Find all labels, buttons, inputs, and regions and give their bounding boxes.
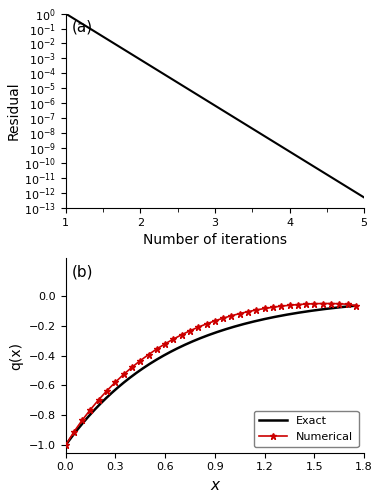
Numerical [71,429,76,435]
Numerical [329,300,333,306]
Exact [354,302,358,308]
Exact [64,441,69,447]
Numerical [88,406,93,412]
Numerical [287,302,292,308]
Numerical [188,328,192,334]
Numerical [212,318,217,324]
Numerical [262,306,267,312]
Numerical [354,302,358,308]
Numerical [246,308,250,314]
Numerical [171,336,176,342]
Numerical [130,364,134,370]
Numerical [146,352,151,358]
Numerical [196,324,201,330]
X-axis label: Number of iterations: Number of iterations [143,233,287,247]
Numerical [296,302,300,308]
Numerical [155,346,159,352]
Exact [326,306,331,312]
Text: (a): (a) [71,20,93,34]
Legend: Exact, Numerical: Exact, Numerical [254,410,359,447]
Y-axis label: Residual: Residual [7,82,21,140]
Numerical [254,307,259,313]
Numerical [229,312,234,318]
Numerical [138,358,142,364]
Numerical [337,301,342,307]
Exact [63,442,68,448]
Numerical [179,332,184,338]
Numerical [63,442,68,448]
Numerical [345,302,350,308]
Line: Numerical: Numerical [62,300,359,449]
Y-axis label: q(x): q(x) [9,342,23,369]
Numerical [204,321,209,327]
Numerical [238,310,242,316]
Numerical [312,300,317,306]
Numerical [80,417,84,423]
Exact [235,323,240,329]
Numerical [105,388,109,394]
Numerical [163,341,167,347]
Numerical [271,304,275,310]
Text: (b): (b) [71,264,93,279]
Exact [241,321,245,327]
Numerical [97,396,101,402]
Numerical [320,300,325,306]
Numerical [113,379,118,385]
Numerical [304,301,309,307]
Exact [308,308,312,314]
Numerical [121,372,126,378]
Numerical [221,315,225,321]
Numerical [279,303,283,309]
Exact [236,322,241,328]
Line: Exact: Exact [66,306,356,446]
X-axis label: x: x [211,478,219,493]
